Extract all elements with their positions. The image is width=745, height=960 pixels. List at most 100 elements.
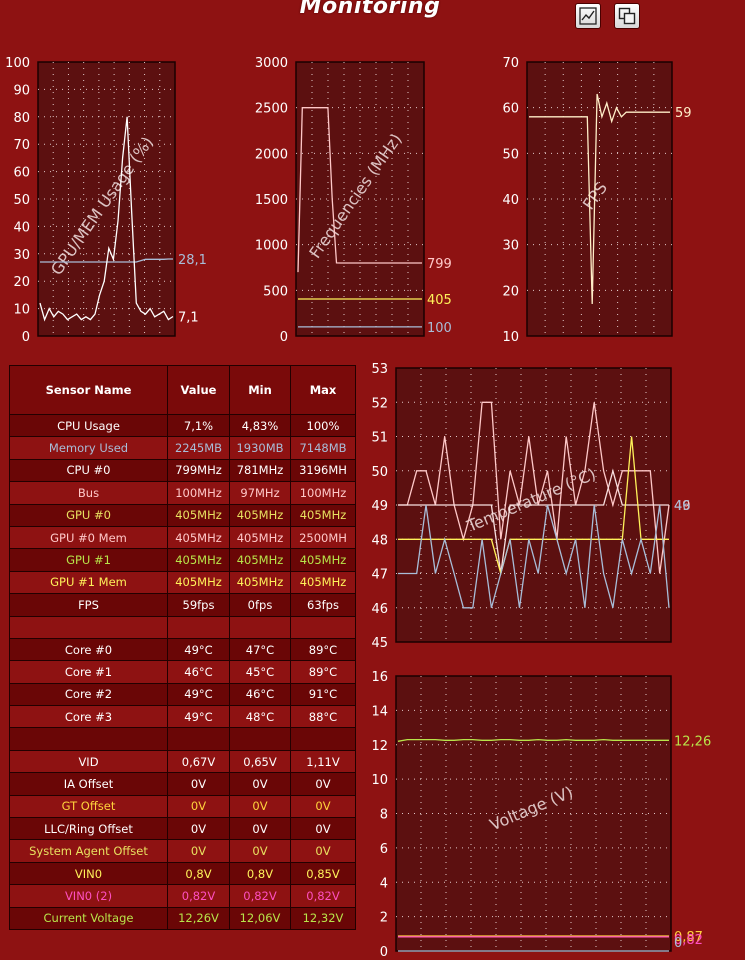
sensor-min-cell: 0V [229, 817, 291, 841]
y-tick-label: 80 [13, 111, 30, 126]
sensor-max-cell: 3196MH [290, 458, 356, 483]
line-graph-icon [579, 7, 597, 25]
grid [38, 62, 175, 336]
y-tick-label: 50 [502, 147, 519, 162]
y-tick-label: 60 [502, 102, 519, 117]
y-tick-label: 47 [371, 568, 388, 583]
table-row: LLC/Ring Offset 0V 0V 0V [9, 817, 356, 841]
sensor-min-cell: 12,06V [229, 906, 291, 930]
sensor-min-cell: 0,82V [229, 884, 291, 908]
sensor-value-cell: 405MHz [167, 525, 230, 550]
sensor-name-cell: Core #3 [9, 705, 168, 729]
series-end-label: 59 [675, 106, 692, 121]
sensor-value-cell: 405MHz [167, 503, 230, 527]
series-line-1 [39, 116, 174, 322]
table-row: VID 0,67V 0,65V 1,11V [9, 749, 356, 774]
sensor-min-cell: 405MHz [229, 525, 291, 550]
graph-view-button[interactable] [575, 3, 601, 29]
series-end-label: 49 [674, 499, 691, 514]
sensor-name-cell: IA Offset [9, 772, 168, 796]
sensor-min-cell: 0,8V [229, 861, 291, 886]
sensor-value-cell: 49°C [167, 705, 230, 729]
series-line-3 [398, 504, 670, 609]
sensor-max-cell: 0V [290, 817, 356, 841]
y-tick-label: 3000 [255, 56, 288, 71]
y-tick-label: 2 [380, 911, 388, 926]
sensor-min-cell: 48°C [229, 705, 291, 729]
y-tick-label: 14 [371, 704, 388, 719]
sensor-name-cell: CPU Usage [9, 413, 168, 438]
table-row [9, 615, 356, 639]
sensor-name-cell: VIN0 [9, 861, 168, 886]
sensor-min-cell: 1930MB [229, 436, 291, 460]
sensor-value-cell: 799MHz [167, 458, 230, 483]
y-tick-label: 50 [371, 465, 388, 480]
sensor-value-cell: 12,26V [167, 906, 230, 930]
sensor-min-cell: 47°C [229, 637, 291, 662]
sensor-value-cell: 59fps [167, 593, 230, 617]
sensor-max-cell: 1,11V [290, 749, 356, 774]
sensor-name-cell: VIN0 (2) [9, 884, 168, 908]
sensor-table-header: Sensor Name Value Min Max [9, 365, 356, 415]
sensor-max-cell: 405MHz [290, 548, 356, 572]
header-sensor-name: Sensor Name [9, 365, 168, 415]
sensor-value-cell: 46°C [167, 660, 230, 684]
sensor-value-cell: 405MHz [167, 548, 230, 572]
series-end-label: 0,87 [674, 930, 703, 945]
sensor-max-cell: 88°C [290, 705, 356, 729]
sensor-value-cell: 0,8V [167, 861, 230, 886]
sensor-table: Sensor Name Value Min Max CPU Usage 7,1% 4… [9, 365, 356, 930]
window-mode-button[interactable] [614, 3, 640, 29]
sensor-max-cell: 0V [290, 839, 356, 863]
y-tick-label: 52 [371, 396, 388, 411]
y-tick-label: 50 [13, 193, 30, 208]
y-tick-label: 500 [263, 284, 288, 299]
y-tick-label: 30 [13, 248, 30, 263]
y-tick-label: 0 [380, 945, 388, 960]
sensor-min-cell [229, 615, 291, 639]
sensor-min-cell: 4,83% [229, 413, 291, 438]
series-end-label: 28,1 [178, 253, 207, 268]
page-title: Monitoring [299, 0, 441, 19]
table-row: GPU #1 Mem 405MHz 405MHz 405MHz [9, 570, 356, 595]
sensor-name-cell: GPU #1 Mem [9, 570, 168, 595]
y-tick-label: 1000 [255, 239, 288, 254]
header-value: Value [167, 365, 230, 415]
sensor-max-cell: 405MHz [290, 570, 356, 595]
sensor-value-cell: 2245MB [167, 436, 230, 460]
table-row: IA Offset 0V 0V 0V [9, 772, 356, 796]
table-row: Core #0 49°C 47°C 89°C [9, 637, 356, 662]
sensor-name-cell: Core #2 [9, 682, 168, 707]
y-tick-label: 1500 [255, 193, 288, 208]
y-tick-label: 6 [380, 842, 388, 857]
sensor-max-cell: 89°C [290, 660, 356, 684]
sensor-min-cell: 46°C [229, 682, 291, 707]
y-tick-label: 0 [22, 330, 30, 345]
sensor-value-cell: 0V [167, 794, 230, 819]
sensor-max-cell: 0V [290, 772, 356, 796]
sensor-min-cell: 0fps [229, 593, 291, 617]
sensor-max-cell: 0,82V [290, 884, 356, 908]
sensor-name-cell: GPU #0 [9, 503, 168, 527]
sensor-min-cell [229, 727, 291, 751]
series-line-2 [398, 436, 669, 576]
sensor-name-cell: Bus [9, 481, 168, 505]
y-tick-label: 16 [371, 670, 388, 685]
sensor-value-cell: 0V [167, 772, 230, 796]
series-line-0 [397, 738, 669, 742]
sensor-name-cell: FPS [9, 593, 168, 617]
y-tick-label: 60 [13, 166, 30, 181]
sensor-max-cell [290, 727, 356, 751]
y-tick-label: 40 [502, 193, 519, 208]
sensor-max-cell: 91°C [290, 682, 356, 707]
sensor-min-cell: 405MHz [229, 548, 291, 572]
series-end-label: 100 [427, 321, 452, 336]
y-tick-label: 4 [380, 876, 388, 891]
sensor-max-cell: 2500MH [290, 525, 356, 550]
y-tick-label: 45 [371, 636, 388, 651]
